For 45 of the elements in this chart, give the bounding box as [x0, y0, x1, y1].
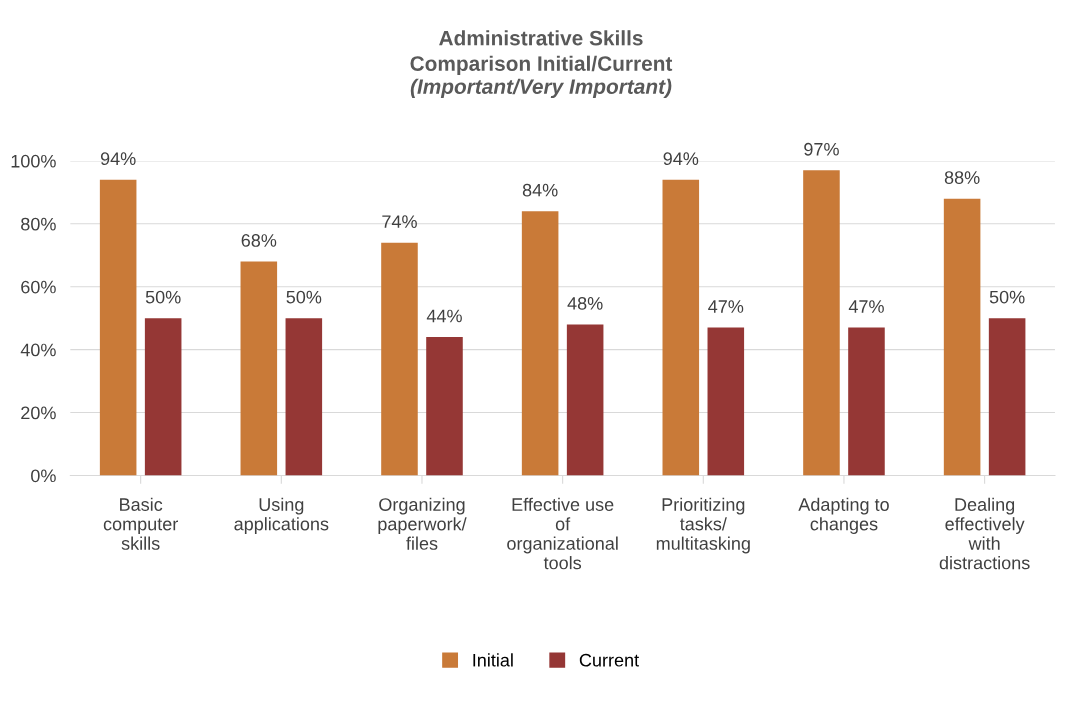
x-tick-label: Organizing paperwork/ files	[378, 497, 467, 550]
y-tick-label: 80%	[21, 217, 56, 231]
data-label: 94%	[100, 152, 136, 166]
x-tick-label: Prioritizing tasks/ multitasking	[656, 497, 750, 554]
x-tick-label: Effective use of organizational tools	[507, 497, 618, 570]
bar	[381, 242, 418, 476]
y-tick-label: 40%	[20, 343, 56, 357]
data-label: 47%	[848, 300, 884, 313]
bar	[803, 170, 840, 476]
data-label: 97%	[804, 142, 839, 156]
y-tick-label: 60%	[21, 280, 56, 294]
data-label: 48%	[567, 297, 603, 310]
chart-subtitle: (Important/Very Important)	[410, 78, 672, 99]
bar	[662, 179, 700, 476]
data-label: 50%	[286, 290, 322, 304]
y-tick-label: 20%	[21, 406, 56, 420]
legend-label: Current	[579, 653, 639, 667]
bar	[99, 179, 137, 476]
bar	[521, 211, 559, 476]
y-tick-label: 100%	[11, 154, 56, 168]
data-label: 50%	[989, 290, 1025, 304]
data-label: 47%	[708, 300, 744, 313]
data-label: 50%	[145, 290, 181, 304]
bar	[426, 337, 463, 476]
x-tick-label: Using applications	[234, 497, 329, 534]
data-label: 88%	[944, 171, 980, 184]
data-label: 44%	[426, 309, 462, 323]
y-tick-label: 0%	[31, 469, 56, 483]
data-label: 74%	[382, 215, 417, 228]
data-label: 68%	[241, 234, 277, 247]
bar	[240, 261, 278, 476]
data-label: 94%	[663, 152, 699, 166]
chart-title: Administrative Skills Comparison Initial/Current	[410, 30, 673, 76]
bar	[707, 327, 745, 476]
x-tick-label: Basic computer skills	[103, 497, 178, 550]
bar	[144, 318, 182, 476]
bar	[988, 318, 1026, 476]
bar	[285, 318, 323, 476]
bar	[943, 198, 981, 476]
x-tick-label: Adapting to changes	[798, 497, 889, 534]
bar	[848, 327, 885, 476]
legend-label: Initial	[473, 653, 513, 667]
bar	[566, 324, 604, 476]
data-label: 84%	[522, 183, 558, 197]
x-tick-label: Dealing effectively with distractions	[939, 497, 1030, 570]
